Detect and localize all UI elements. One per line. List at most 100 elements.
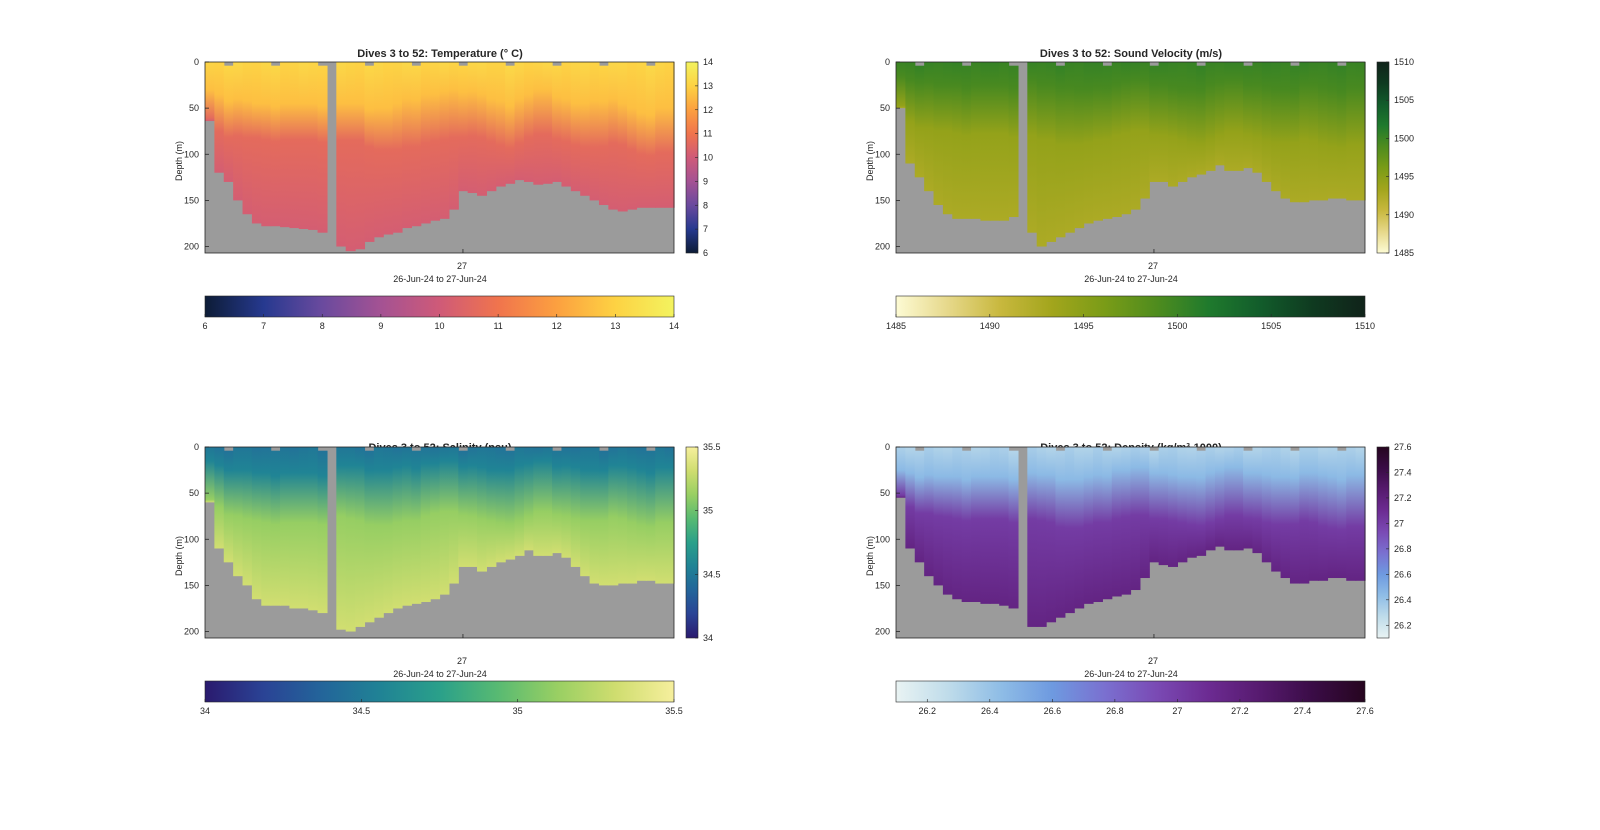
density-profile-column — [1336, 450, 1347, 579]
sound-velocity-side-colorbar-label: 1490 — [1394, 210, 1414, 220]
salinity-profile-column — [364, 450, 375, 623]
density-profile-column — [933, 447, 944, 586]
temperature-profile-column — [383, 62, 394, 235]
density-profile-column — [1299, 447, 1310, 584]
density-side-colorbar-fill — [1376, 446, 1390, 639]
sound-velocity-bottom-colorbar-label: 1510 — [1355, 321, 1375, 331]
temperature-ytick-label: 150 — [184, 195, 199, 205]
sound-velocity-profile-column — [1205, 62, 1216, 171]
sound-velocity-side-colorbar: 1485 1490 1495 1500 1505 1510 — [1376, 57, 1414, 258]
sound-velocity-profile-column — [1327, 62, 1338, 199]
sound-velocity-profile-column — [952, 62, 963, 219]
sound-velocity-plot-frame — [895, 61, 1366, 254]
sound-velocity-profile-column — [896, 62, 906, 109]
density-profile-column — [1121, 447, 1132, 595]
temperature-profile-column — [355, 62, 366, 250]
temperature-profile-column — [570, 62, 581, 192]
temperature-bottom-colorbar-label: 6 — [202, 321, 207, 331]
salinity-profile-column — [317, 450, 328, 614]
sound-velocity-profile-column — [989, 62, 1000, 221]
salinity-profile-column — [308, 447, 319, 611]
salinity-profile-column — [495, 447, 506, 563]
density-bottom-colorbar-label: 27.6 — [1356, 706, 1374, 716]
sound-velocity-profile-column — [1139, 62, 1150, 199]
temperature-profile-column — [205, 62, 215, 122]
density-bottom-colorbar-label: 26.8 — [1106, 706, 1124, 716]
density-profile-column — [961, 450, 972, 603]
temperature-side-colorbar-label: 8 — [703, 200, 708, 210]
salinity-y-axis: 0 50 100 150 200 — [184, 442, 209, 637]
sound-velocity-profile-column — [1243, 65, 1254, 169]
sound-velocity-panel: Dives 3 to 52: Sound Velocity (m/s) 0 50 1… — [865, 48, 1414, 331]
density-profile-column — [1008, 450, 1019, 609]
sound-velocity-profile-column — [1252, 62, 1263, 173]
temperature-side-colorbar-label: 9 — [703, 176, 708, 186]
sound-velocity-profile-column — [1186, 62, 1197, 178]
temperature-ytick-label: 50 — [189, 103, 199, 113]
sound-velocity-profile-column — [971, 62, 982, 219]
density-profile-column — [1280, 447, 1291, 579]
density-bottom-colorbar-label: 27.2 — [1231, 706, 1249, 716]
salinity-plot-frame — [204, 446, 675, 639]
density-bottom-colorbar-label: 27 — [1172, 706, 1182, 716]
sound-velocity-profile-column — [1346, 62, 1357, 201]
sound-velocity-profile-column — [905, 62, 916, 164]
salinity-ytick-label: 150 — [184, 580, 199, 590]
temperature-profile-column — [430, 62, 441, 221]
temperature-ylabel: Depth (m) — [174, 141, 184, 181]
density-profile-column — [942, 447, 953, 595]
density-profile-column — [1196, 450, 1207, 556]
density-ytick-label: 50 — [880, 488, 890, 498]
sound-velocity-bottom-colorbar-label: 1505 — [1261, 321, 1281, 331]
salinity-profile-column — [223, 450, 234, 563]
density-bottom-colorbar-label: 26.4 — [981, 706, 999, 716]
density-profile-column — [1243, 450, 1254, 549]
temperature-profile-column — [636, 62, 647, 208]
salinity-profile-column — [570, 447, 581, 567]
sound-velocity-bottom-colorbar-label: 1485 — [886, 321, 906, 331]
density-profile-column — [1027, 447, 1038, 627]
salinity-ylabel: Depth (m) — [174, 536, 184, 576]
salinity-profile-column — [589, 447, 600, 584]
sound-velocity-bottom-colorbar-label: 1500 — [1167, 321, 1187, 331]
salinity-side-colorbar-label: 35 — [703, 506, 713, 516]
sound-velocity-profile-column — [1130, 62, 1141, 210]
salinity-profile-column — [664, 447, 675, 584]
sound-velocity-profile-column — [1046, 62, 1057, 242]
salinity-profile-column — [261, 447, 272, 606]
sound-velocity-profile-column — [1092, 62, 1103, 221]
sound-velocity-profile-column — [961, 65, 972, 219]
salinity-ytick-label: 100 — [184, 534, 199, 544]
sound-velocity-profile-column — [999, 62, 1010, 221]
salinity-profile-column — [514, 447, 525, 556]
salinity-side-colorbar-fill — [685, 446, 699, 639]
density-plot-frame — [895, 446, 1366, 639]
sound-velocity-y-axis: 0 50 100 150 200 — [875, 57, 900, 252]
salinity-profile-column — [233, 447, 244, 577]
density-profile-column — [1271, 447, 1282, 572]
salinity-profile-column — [477, 447, 487, 572]
temperature-bottom-colorbar-label: 9 — [378, 321, 383, 331]
sound-velocity-profile-column — [942, 62, 953, 215]
temperature-profile-column — [251, 62, 262, 224]
salinity-profile-column — [561, 447, 572, 558]
sound-velocity-title: Dives 3 to 52: Sound Velocity (m/s) — [1040, 48, 1222, 60]
salinity-profile-column — [392, 447, 403, 609]
temperature-profile-column — [420, 62, 431, 224]
density-profile-column — [1318, 447, 1329, 581]
sound-velocity-profile-column — [1083, 62, 1094, 224]
sound-velocity-profile-column — [1064, 62, 1075, 233]
density-profile-column — [1355, 447, 1366, 581]
salinity-ytick-label: 0 — [194, 442, 199, 452]
salinity-profile-column — [458, 450, 469, 567]
salinity-side-colorbar-label: 34 — [703, 633, 713, 643]
sound-velocity-profile-column — [924, 62, 935, 192]
salinity-profile-column — [336, 447, 347, 630]
temperature-profile-column — [514, 62, 525, 181]
density-profile-column — [1055, 450, 1066, 618]
salinity-profile-column — [383, 447, 394, 614]
density-side-colorbar-label: 26.6 — [1394, 569, 1412, 579]
density-profile-column — [924, 447, 935, 577]
sound-velocity-bottom-colorbar-label: 1490 — [980, 321, 1000, 331]
